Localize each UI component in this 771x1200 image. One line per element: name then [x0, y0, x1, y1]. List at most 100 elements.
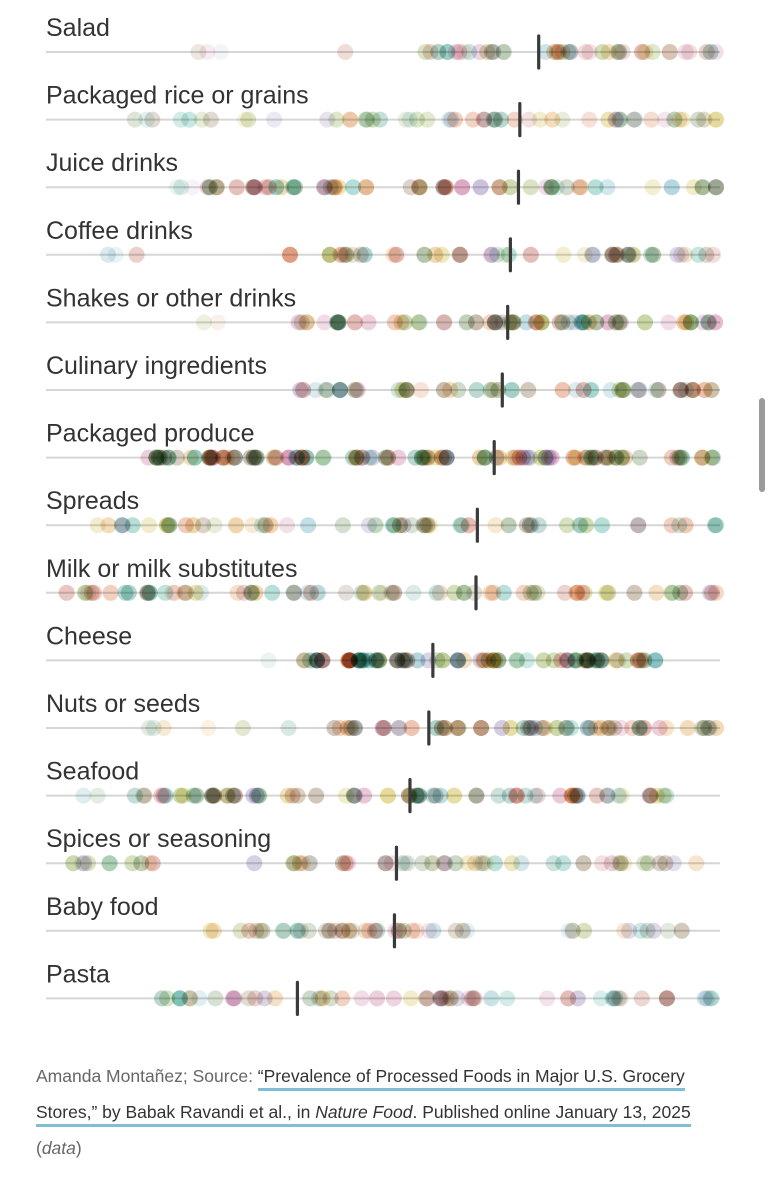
product-dot	[694, 179, 711, 196]
product-dot	[58, 584, 75, 601]
product-dot	[447, 44, 464, 60]
category-row: Baby food	[46, 893, 720, 949]
product-dot	[450, 652, 467, 669]
product-dot	[404, 922, 421, 939]
product-dot	[338, 584, 354, 601]
product-dot	[228, 517, 245, 534]
product-dot	[523, 584, 539, 601]
product-dot	[459, 922, 476, 939]
product-dot	[209, 314, 226, 331]
product-dot	[218, 449, 235, 466]
product-dot	[88, 787, 105, 804]
product-dot	[247, 179, 264, 196]
product-dot	[544, 179, 560, 196]
category-label: Cheese	[46, 622, 132, 650]
journal-name: Nature Food	[315, 1102, 413, 1122]
product-dot	[658, 990, 675, 1007]
product-dot	[599, 787, 616, 804]
product-dot	[499, 990, 516, 1007]
product-dot	[447, 855, 464, 872]
product-dot	[600, 584, 617, 601]
product-dot	[316, 314, 333, 331]
product-dot	[435, 179, 452, 196]
product-dot	[529, 787, 546, 804]
category-label: Spreads	[46, 487, 139, 515]
product-dot	[286, 584, 303, 601]
product-dot	[342, 111, 359, 128]
product-dot	[708, 111, 724, 128]
product-dot	[651, 720, 668, 736]
product-dot	[581, 111, 598, 128]
product-dot	[611, 382, 628, 398]
product-dot	[537, 720, 553, 736]
product-dot	[471, 449, 488, 466]
product-dot	[368, 517, 384, 534]
product-dot	[599, 179, 616, 196]
product-dot	[705, 246, 721, 263]
product-dot	[695, 314, 712, 331]
product-dot	[346, 314, 363, 331]
product-dot	[560, 44, 577, 60]
scrollbar-thumb[interactable]	[759, 398, 765, 492]
category-label: Packaged produce	[46, 420, 254, 448]
product-dot	[673, 922, 690, 939]
product-dot	[707, 314, 724, 331]
product-dot	[502, 179, 519, 196]
product-dot	[567, 449, 584, 466]
product-dot	[433, 246, 450, 263]
product-dot	[508, 652, 525, 669]
product-dot	[403, 517, 420, 534]
product-dot	[582, 720, 598, 736]
product-dot	[558, 179, 575, 196]
product-dot	[337, 44, 354, 60]
product-dot	[427, 787, 444, 804]
product-dot	[655, 787, 672, 804]
product-dot	[663, 179, 680, 196]
product-dot	[360, 314, 377, 331]
product-dot	[630, 517, 647, 534]
product-dot	[315, 179, 332, 196]
product-dot	[644, 179, 661, 196]
product-dot	[454, 179, 471, 196]
product-dot	[616, 922, 633, 939]
product-dot	[101, 855, 118, 872]
product-dot	[409, 652, 426, 669]
product-dot	[140, 517, 157, 534]
product-dot	[650, 382, 667, 398]
product-dot	[569, 787, 586, 804]
product-dot	[522, 246, 539, 263]
product-dot	[612, 855, 629, 872]
product-dot	[144, 111, 161, 128]
product-dot	[587, 179, 604, 196]
product-dot	[660, 314, 677, 331]
category-row: Cheese	[46, 622, 720, 679]
product-dot	[352, 652, 369, 669]
product-dot	[522, 179, 539, 196]
product-dot	[206, 787, 223, 804]
category-label: Nuts or seeds	[46, 690, 200, 718]
source-link[interactable]: “Prevalence of Processed Foods in Major …	[36, 1066, 691, 1127]
product-dot	[576, 922, 593, 939]
product-dot	[114, 517, 131, 534]
product-dot	[128, 246, 145, 263]
product-dot	[378, 449, 395, 466]
data-link[interactable]: data	[41, 1138, 76, 1158]
product-dot	[397, 111, 414, 128]
product-dot	[369, 990, 386, 1007]
product-dot	[627, 111, 644, 128]
product-dot	[398, 382, 415, 398]
product-dot	[331, 382, 348, 398]
product-dot	[664, 584, 681, 601]
product-dot	[554, 382, 571, 398]
product-dot	[507, 449, 524, 466]
product-dot	[422, 517, 439, 534]
product-dot	[385, 246, 402, 263]
product-dot	[443, 111, 460, 128]
product-dot	[202, 922, 219, 939]
product-dot	[380, 787, 396, 804]
product-dot	[184, 517, 201, 534]
product-dot	[419, 990, 436, 1007]
product-dot	[594, 517, 610, 534]
product-dot	[613, 787, 630, 804]
product-dot	[708, 179, 724, 196]
